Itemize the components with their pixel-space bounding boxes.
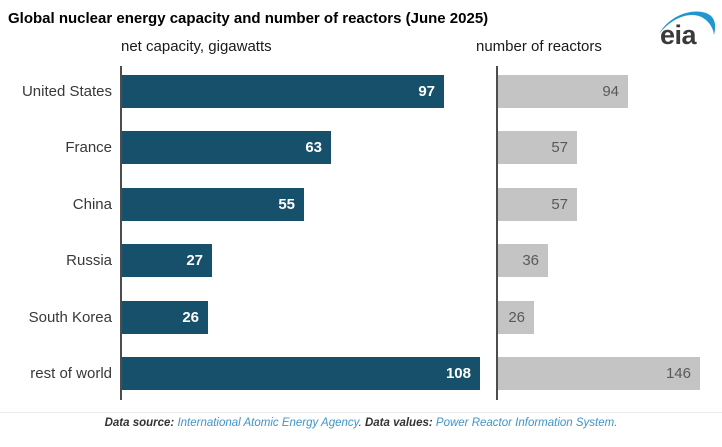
capacity-bar: 63 xyxy=(122,131,331,164)
category-label: China xyxy=(72,196,112,213)
category-label: South Korea xyxy=(28,309,112,326)
reactors-value: 26 xyxy=(508,309,525,326)
capacity-value: 27 xyxy=(186,252,203,269)
capacity-value: 108 xyxy=(445,365,471,382)
reactors-bar: 26 xyxy=(498,301,534,334)
eia-logo-text: eia xyxy=(660,20,697,50)
data-values-link[interactable]: Power Reactor Information System. xyxy=(435,417,618,429)
reactors-value: 57 xyxy=(551,196,568,213)
capacity-value: 26 xyxy=(182,309,199,326)
left-axis-line xyxy=(120,66,122,400)
reactors-bar: 57 xyxy=(498,188,577,221)
category-label: rest of world xyxy=(30,365,112,382)
capacity-bar: 26 xyxy=(122,301,208,334)
capacity-bar: 55 xyxy=(122,188,304,221)
reactors-bar: 146 xyxy=(498,357,700,390)
category-label: United States xyxy=(21,83,112,100)
data-source-link[interactable]: International Atomic Energy Agency xyxy=(177,417,359,429)
data-source-note: Data source: International Atomic Energy… xyxy=(0,417,722,429)
data-source-label: Data source: xyxy=(104,417,178,429)
capacity-value: 63 xyxy=(305,139,322,156)
reactors-value: 94 xyxy=(602,83,619,100)
capacity-bar: 27 xyxy=(122,244,212,277)
reactors-bar: 94 xyxy=(498,75,628,108)
right-axis-line xyxy=(496,66,498,400)
left-axis-title: net capacity, gigawatts xyxy=(121,38,272,55)
reactors-value: 146 xyxy=(665,365,691,382)
reactors-bar: 57 xyxy=(498,131,577,164)
reactors-value: 57 xyxy=(551,139,568,156)
chart-title: Global nuclear energy capacity and numbe… xyxy=(8,10,489,27)
reactors-value: 36 xyxy=(522,252,539,269)
right-axis-title: number of reactors xyxy=(476,38,602,55)
category-label: France xyxy=(65,139,112,156)
capacity-bar: 97 xyxy=(122,75,444,108)
capacity-value: 55 xyxy=(278,196,295,213)
footer-divider xyxy=(0,412,722,413)
eia-logo: eia xyxy=(659,8,719,56)
footer-separator: . xyxy=(358,417,365,429)
data-values-label: Data values: xyxy=(364,417,436,429)
capacity-bar: 108 xyxy=(122,357,480,390)
category-label: Russia xyxy=(66,252,112,269)
reactors-bar: 36 xyxy=(498,244,548,277)
capacity-value: 97 xyxy=(418,83,435,100)
